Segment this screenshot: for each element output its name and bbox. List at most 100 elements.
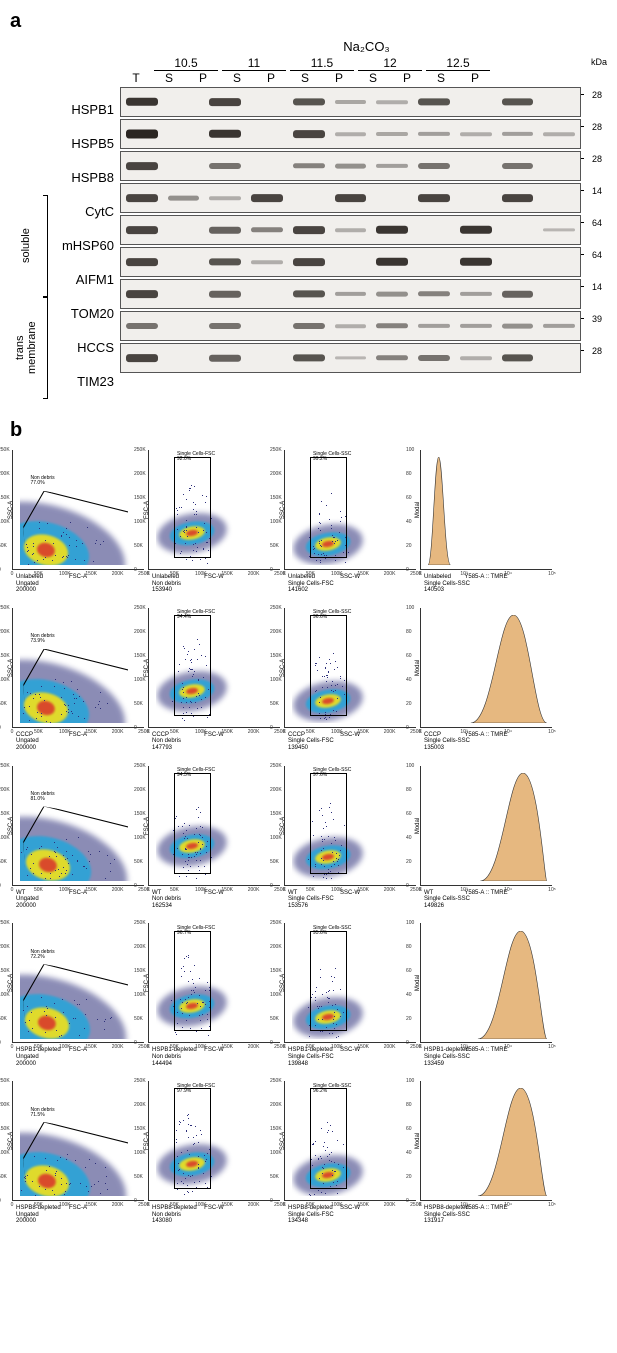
y-axis-label: SSC-A <box>280 974 286 992</box>
blot-row-labels: HSPB1HSPB5HSPB8CytCmHSP60AIFM1TOM20HCCST… <box>42 39 120 399</box>
axis-tick: 10⁴ <box>504 729 512 735</box>
gate-label: Single Cells-FSC97.9% <box>177 1084 215 1094</box>
lane <box>330 216 372 244</box>
axis-tick: 60 <box>406 968 412 974</box>
gate-label: Single Cells-FSC96.7% <box>177 926 215 936</box>
lane <box>163 152 205 180</box>
panel-a-label: a <box>10 10 607 33</box>
lane <box>121 120 163 148</box>
band <box>335 164 367 169</box>
facs-plot: FSC-WFSC-A050K100K150K200K250K050K100K15… <box>148 608 280 728</box>
axis-tick: 50K <box>0 701 7 707</box>
band <box>418 355 450 361</box>
lane <box>246 88 288 116</box>
axis-tick: 250K <box>270 920 282 926</box>
axis-tick: 100K <box>270 1150 282 1156</box>
facs-cell: Y585-A :: TMREModal010³10⁴10⁵02040608010… <box>418 921 554 1075</box>
axis-tick: 150K <box>85 1202 97 1208</box>
band <box>293 258 325 266</box>
axis-tick: 50K <box>306 571 315 577</box>
band <box>418 291 450 296</box>
axis-tick: 100K <box>59 887 71 893</box>
axis-tick: 50K <box>270 1016 279 1022</box>
histogram <box>428 457 547 565</box>
axis-tick: 100K <box>270 519 282 525</box>
blot-row: 39 <box>120 311 581 341</box>
axis-tick: 200K <box>112 1202 124 1208</box>
axis-tick: 50K <box>134 859 143 865</box>
lane <box>288 248 330 276</box>
axis-tick: 250K <box>134 447 146 453</box>
axis-tick: 100 <box>406 605 414 611</box>
axis-tick: 200K <box>384 571 396 577</box>
gate <box>174 773 211 874</box>
band <box>209 196 241 200</box>
category-transmembrane: trans membrane <box>10 297 42 399</box>
axis-tick: 50K <box>170 1044 179 1050</box>
lane <box>538 88 580 116</box>
band <box>376 132 408 136</box>
axis-tick: 200K <box>0 471 10 477</box>
y-axis-label: Modal <box>415 817 421 833</box>
axis-tick: 0 <box>419 1202 422 1208</box>
blot-grid: Na₂CO₃ 10.51111.51212.5 T kDa SPSPSPSPSP… <box>120 39 607 399</box>
axis-tick: 250K <box>0 920 10 926</box>
axis-tick: 100K <box>134 519 146 525</box>
facs-plot: SSC-WSSC-A050K100K150K200K250K050K100K15… <box>284 1081 416 1201</box>
gate <box>310 1088 347 1189</box>
band <box>293 130 325 138</box>
histogram <box>428 615 547 723</box>
facs-plot: SSC-WSSC-A050K100K150K200K250K050K100K15… <box>284 923 416 1043</box>
lane <box>330 88 372 116</box>
band <box>126 194 158 202</box>
x-axis-label: Y585-A :: TMRE <box>464 732 507 738</box>
lane <box>330 344 372 372</box>
y-axis-label: SSC-A <box>280 501 286 519</box>
protein-label: HCCS <box>42 331 120 365</box>
facs-plot: SSC-WSSC-A050K100K150K200K250K050K100K15… <box>284 608 416 728</box>
lane <box>455 216 497 244</box>
axis-tick: 200K <box>248 1044 260 1050</box>
category-soluble-text: soluble <box>20 229 32 264</box>
x-axis-label: FSC-A <box>69 890 87 896</box>
axis-tick: 10³ <box>460 729 467 735</box>
axis-tick: 150K <box>134 1126 146 1132</box>
axis-tick: 40 <box>406 519 412 525</box>
x-axis-label: Y585-A :: TMRE <box>464 1205 507 1211</box>
band <box>209 291 241 298</box>
lane-sp: S <box>152 71 186 85</box>
band <box>376 164 408 168</box>
axis-tick: 50K <box>134 701 143 707</box>
ph-row: 10.51111.51212.5 <box>120 56 581 71</box>
kda-value: 28 <box>592 346 602 356</box>
y-axis-label: FSC-A <box>144 974 150 992</box>
axis-tick: 0 <box>0 567 1 573</box>
axis-tick: 100K <box>0 519 10 525</box>
axis-tick: 200K <box>0 944 10 950</box>
protein-label: HSPB8 <box>42 161 120 195</box>
gate <box>310 615 347 716</box>
axis-tick: 150K <box>0 1126 10 1132</box>
axis-tick: 60 <box>406 811 412 817</box>
axis-tick: 100K <box>59 1044 71 1050</box>
axis-tick: 250K <box>270 447 282 453</box>
axis-tick: 0 <box>134 567 137 573</box>
axis-tick: 0 <box>283 887 286 893</box>
axis-tick: 0 <box>419 1044 422 1050</box>
blot-row: 28 <box>120 151 581 181</box>
facs-row: FSC-ASSC-A050K100K150K200K250K050K100K15… <box>10 1079 607 1233</box>
axis-tick: 100K <box>195 729 207 735</box>
axis-tick: 0 <box>11 1044 14 1050</box>
axis-tick: 100 <box>406 763 414 769</box>
axis-tick: 100 <box>406 920 414 926</box>
axis-tick: 50K <box>170 1202 179 1208</box>
facs-cell: FSC-WFSC-A050K100K150K200K250K050K100K15… <box>146 606 282 760</box>
lane <box>371 216 413 244</box>
facs-cell: FSC-ASSC-A050K100K150K200K250K050K100K15… <box>10 921 146 1075</box>
lane <box>163 280 205 308</box>
lane <box>413 312 455 340</box>
band <box>460 258 492 266</box>
lane <box>538 152 580 180</box>
facs-cell: FSC-ASSC-A050K100K150K200K250K050K100K15… <box>10 1079 146 1233</box>
axis-tick: 0 <box>11 729 14 735</box>
